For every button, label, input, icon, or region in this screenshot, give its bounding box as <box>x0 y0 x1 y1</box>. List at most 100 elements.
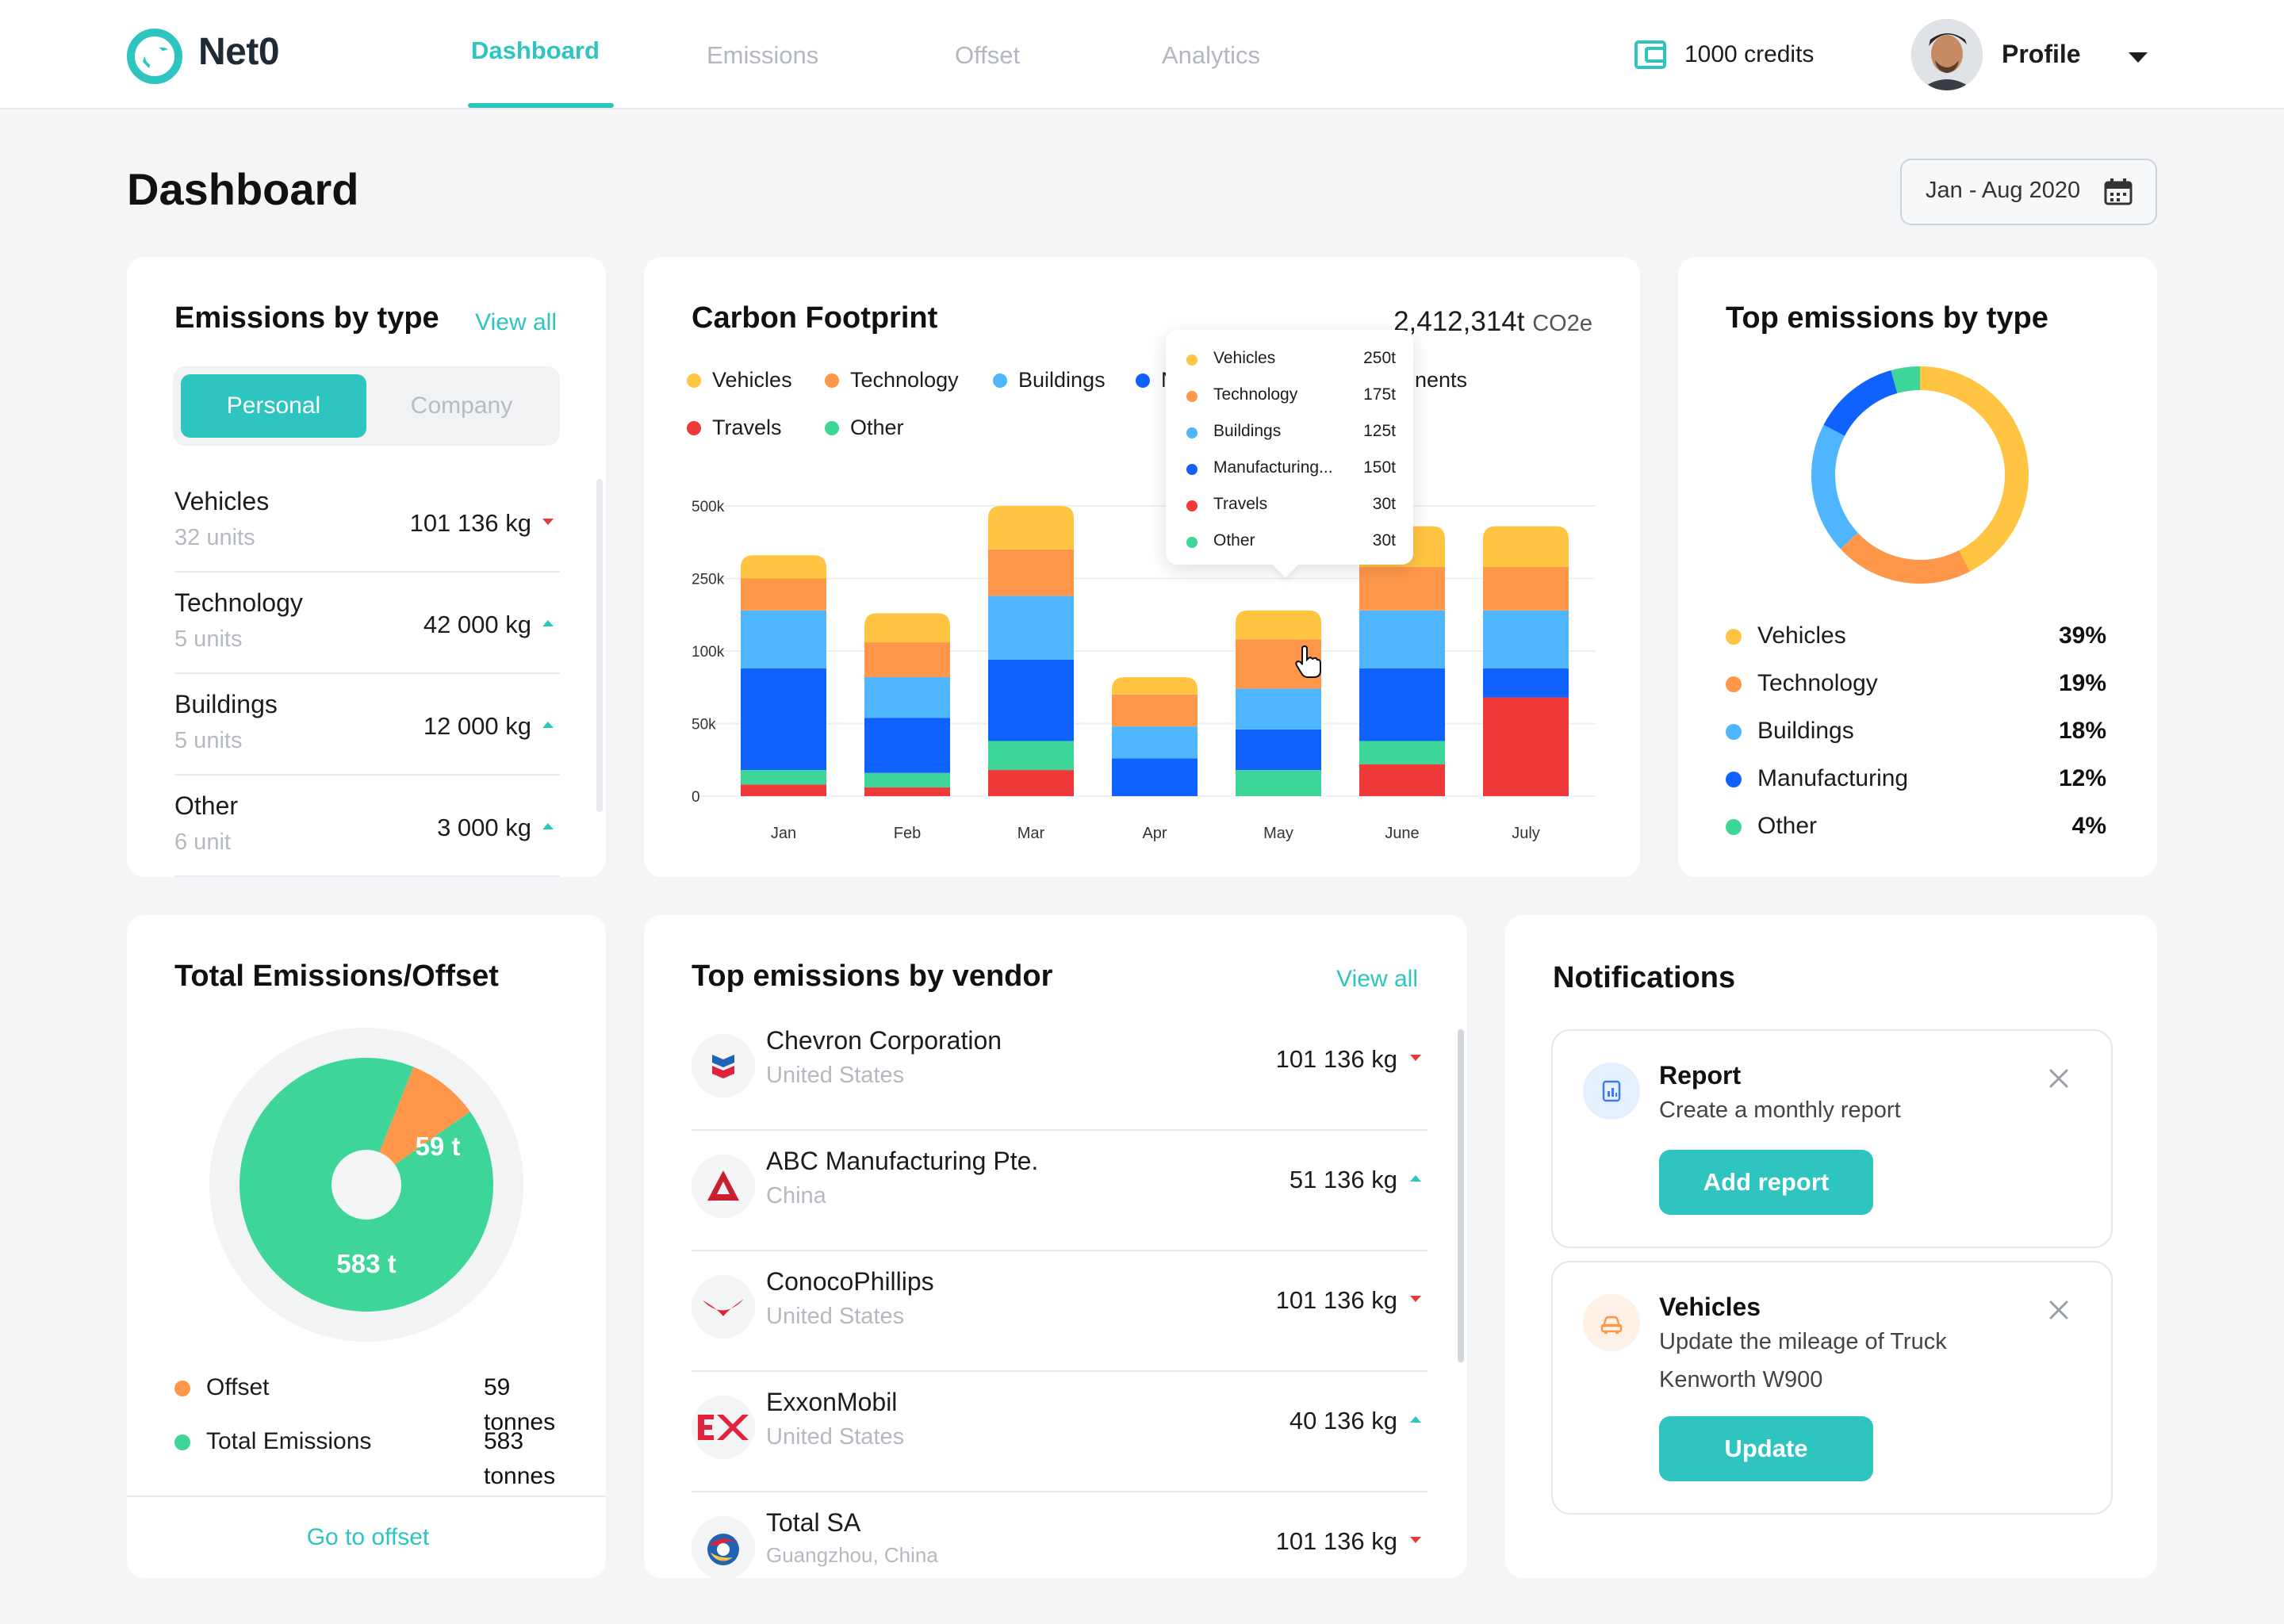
tooltip-name: Vehicles <box>1213 349 1276 367</box>
vendor-value: 101 136 kg <box>1275 1286 1397 1314</box>
vendor-value: 51 136 kg <box>1289 1166 1397 1193</box>
list-item[interactable]: Buildings 5 units 12 000 kg <box>174 674 560 776</box>
list-item[interactable]: Vehicles 32 units 101 136 kg <box>174 471 560 573</box>
vendor-country: China <box>766 1183 826 1208</box>
tab-emissions[interactable]: Emissions <box>707 41 819 69</box>
trend-up-icon <box>542 722 554 728</box>
x-tick-label: Feb <box>894 825 921 842</box>
tooltip-value: 30t <box>1372 531 1396 550</box>
item-units: 5 units <box>174 728 243 753</box>
legend-dot <box>993 373 1007 388</box>
bar-segment-vehicles <box>1483 526 1569 567</box>
vendor-value: 101 136 kg <box>1275 1527 1397 1555</box>
legend-label: Other <box>850 416 904 439</box>
trend-down-icon <box>1410 1537 1421 1543</box>
tooltip-value: 125t <box>1363 422 1396 440</box>
tab-analytics[interactable]: Analytics <box>1162 41 1261 69</box>
profile-label[interactable]: Profile <box>2002 40 2081 68</box>
chevron-down-icon[interactable] <box>2129 52 2148 63</box>
list-item[interactable]: Technology 5 units 42 000 kg <box>174 573 560 674</box>
close-icon[interactable] <box>2046 1066 2071 1091</box>
toggle-company[interactable]: Company <box>410 393 513 419</box>
total-emissions-offset-card: Total Emissions/Offset 59 t 583 t Offset 5… <box>127 915 606 1578</box>
bar-segment-manufacturing <box>1112 758 1198 796</box>
tab-offset[interactable]: Offset <box>955 41 1021 69</box>
total-co2e: 2,412,314t CO2e <box>1393 306 1592 338</box>
scrollbar[interactable] <box>1458 1029 1464 1362</box>
legend-technology[interactable]: Technology <box>825 366 959 393</box>
toggle-personal[interactable]: Personal <box>181 374 366 438</box>
legend-row: Vehicles 39% <box>1726 619 2106 653</box>
legend-percent: 18% <box>2058 718 2106 744</box>
top-emissions-donut <box>1811 366 2029 584</box>
notification-vehicles: Vehicles Update the mileage of Truck Ken… <box>1551 1261 2113 1515</box>
vendor-row[interactable]: Chevron Corporation United States 101 13… <box>692 1010 1428 1131</box>
vendor-row[interactable]: Total SA Guangzhou, China 101 136 kg <box>692 1492 1428 1578</box>
tab-dashboard[interactable]: Dashboard <box>471 36 600 64</box>
card-title: Top emissions by type <box>1726 301 2048 335</box>
y-tick-label: 250k <box>692 572 725 588</box>
legend-travels[interactable]: Travels <box>687 414 782 441</box>
tooltip-row: Manufacturing... 150t <box>1186 452 1396 484</box>
legend-value: 59 tonnes <box>484 1374 556 1435</box>
update-button[interactable]: Update <box>1659 1416 1873 1481</box>
top-emissions-by-vendor-card: Top emissions by vendor View all Chevron… <box>644 915 1467 1578</box>
avatar[interactable] <box>1911 19 1983 90</box>
tooltip-value: 250t <box>1363 349 1396 367</box>
view-all-link[interactable]: View all <box>475 309 557 335</box>
x-tick-label: Apr <box>1142 825 1167 842</box>
bar-segment-travels <box>741 784 826 796</box>
tooltip-dot <box>1186 464 1198 475</box>
carbon-footprint-chart: 0 50k 100k 250k 500k Jan Feb Mar Apr May June July <box>692 499 1596 842</box>
bar-segment-other <box>864 772 950 788</box>
trend-up-icon <box>542 823 554 829</box>
donut-slice-buildings <box>1811 366 2029 584</box>
legend-buildings[interactable]: Buildings <box>993 366 1106 393</box>
emissions-by-type-card: Emissions by type View all Personal Comp… <box>127 257 606 877</box>
legend-label: Travels <box>712 416 782 439</box>
y-tick-label: 50k <box>692 717 716 733</box>
close-icon[interactable] <box>2046 1297 2071 1323</box>
chart-tooltip: Vehicles 250t Technology 175t Buildings 125… <box>1166 330 1413 578</box>
legend-vehicles[interactable]: Vehicles <box>687 366 792 393</box>
bar-segment-travels <box>1359 764 1445 796</box>
carbon-footprint-card: Carbon Footprint 2,412,314t CO2e Vehicle… <box>644 257 1640 877</box>
vendor-name: ABC Manufacturing Pte. <box>766 1147 1039 1175</box>
legend-label: Technology <box>850 368 959 392</box>
bar-segment-buildings <box>864 676 950 718</box>
date-range-picker[interactable]: Jan - Aug 2020 <box>1900 159 2157 225</box>
legend-dot <box>1726 629 1742 645</box>
tooltip-row: Buildings 125t <box>1186 416 1396 447</box>
list-item[interactable]: Other 6 unit 3 000 kg <box>174 776 560 877</box>
legend-row: Manufacturing 12% <box>1726 761 2106 796</box>
emissions-offset-pie: 59 t 583 t <box>209 1028 523 1342</box>
legend-percent: 19% <box>2058 670 2106 696</box>
legend-hidden-item[interactable]: nents <box>1415 366 1467 393</box>
tooltip-dot <box>1186 500 1198 511</box>
bar-segment-vehicles <box>1112 676 1198 695</box>
item-value: 12 000 kg <box>423 712 531 740</box>
legend-row: Buildings 18% <box>1726 714 2106 749</box>
vendor-name: Chevron Corporation <box>766 1026 1002 1055</box>
vendor-row[interactable]: ConocoPhillips United States 101 136 kg <box>692 1251 1428 1372</box>
credits-balance[interactable]: 1000 credits <box>1684 41 1815 67</box>
legend-percent: 12% <box>2058 765 2106 791</box>
view-all-link[interactable]: View all <box>1336 966 1418 992</box>
add-report-button[interactable]: Add report <box>1659 1150 1873 1215</box>
bar-segment-buildings <box>1112 726 1198 759</box>
vendor-row[interactable]: ABC Manufacturing Pte. China 51 136 kg <box>692 1131 1428 1251</box>
wallet-icon <box>1634 40 1666 69</box>
legend-percent: 39% <box>2058 622 2106 649</box>
bar-segment-technology <box>1359 566 1445 611</box>
bar-segment-technology <box>1112 694 1198 727</box>
go-to-offset-link[interactable]: Go to offset <box>127 1496 606 1578</box>
pie-center-hole <box>331 1150 401 1220</box>
vendor-row[interactable]: ExxonMobil United States 40 136 kg <box>692 1372 1428 1492</box>
vendor-country: United States <box>766 1063 905 1088</box>
tooltip-row: Technology 175t <box>1186 379 1396 411</box>
legend-other[interactable]: Other <box>825 414 904 441</box>
scrollbar[interactable] <box>596 479 603 812</box>
bar-segment-travels <box>988 770 1074 796</box>
tooltip-row: Travels 30t <box>1186 488 1396 520</box>
bar-segment-buildings <box>988 596 1074 660</box>
